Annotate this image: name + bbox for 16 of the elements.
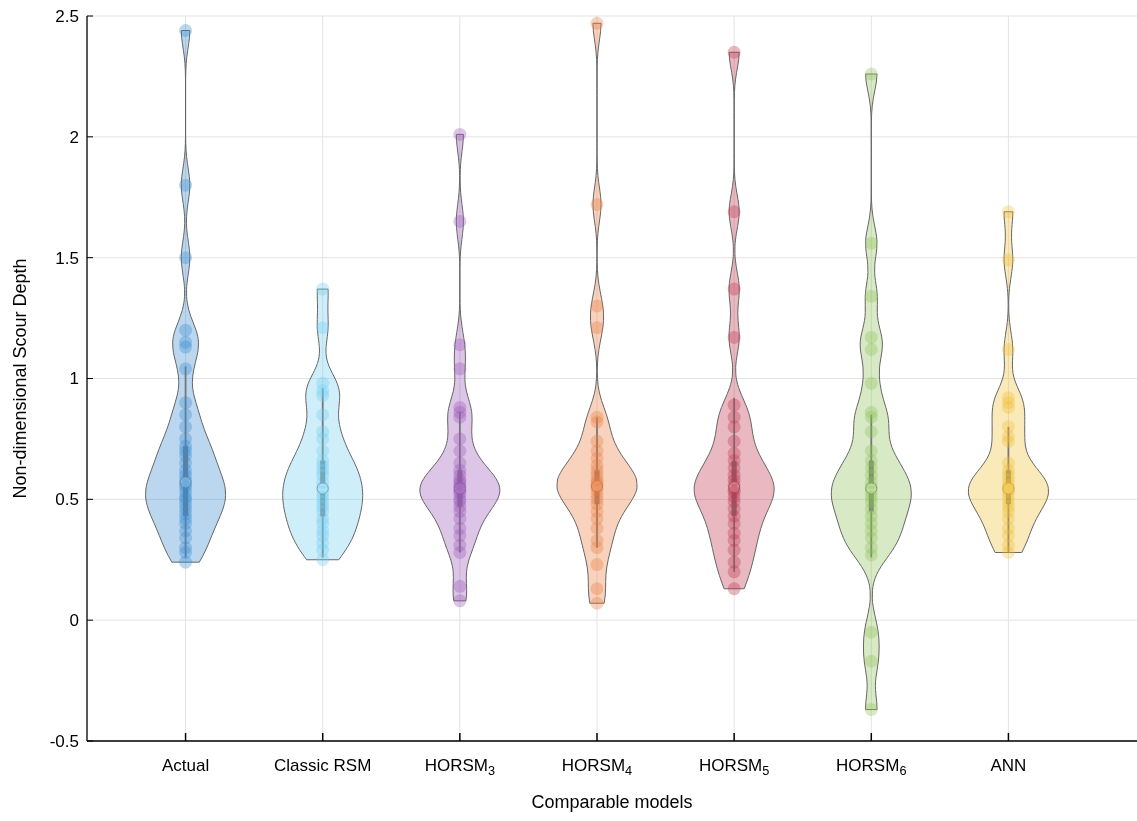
y-tick-label: 2: [69, 127, 79, 147]
x-tick-label: HORSM$_{4}$: [561, 756, 633, 778]
y-tick-label: 1: [69, 369, 79, 389]
x-tick-label: Actual: [161, 756, 210, 775]
y-axis-title: Non-dimensional Scour Depth: [10, 258, 30, 499]
y-tick-label: 2.5: [55, 6, 79, 26]
x-tick-label: ANN: [990, 756, 1027, 775]
x-tick-label: Classic RSM: [274, 756, 372, 775]
x-tick-label: HORSM$_{6}$: [836, 756, 907, 778]
y-tick-label: 0.5: [55, 490, 79, 510]
x-axis-title: Comparable models: [531, 792, 693, 812]
x-tick-label: HORSM$_{5}$: [698, 756, 770, 778]
y-tick-label: 0: [69, 611, 79, 631]
x-tick-label: HORSM$_{3}$: [424, 756, 496, 778]
y-tick-label: -0.5: [49, 731, 79, 751]
y-tick-label: 1.5: [55, 248, 79, 268]
